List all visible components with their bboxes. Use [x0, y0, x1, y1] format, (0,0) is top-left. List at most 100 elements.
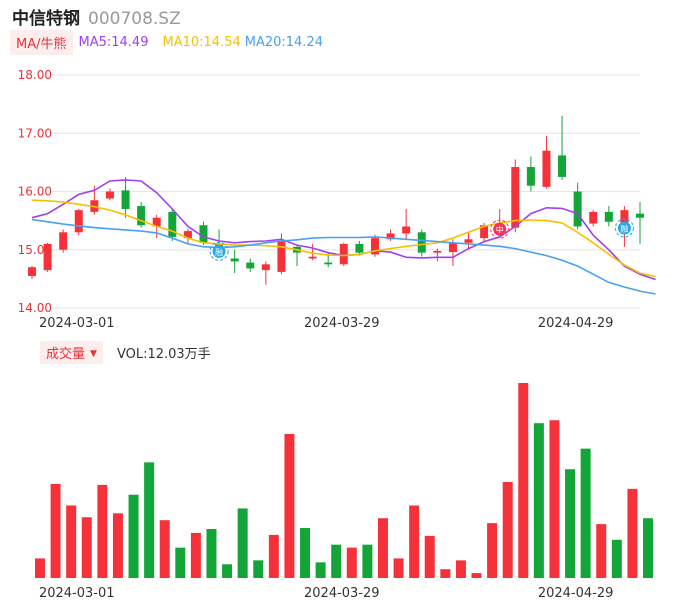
y-tick-label: 18.00: [18, 68, 52, 82]
volume-bar: [35, 558, 45, 578]
x-tick-label: 2024-03-01: [39, 316, 115, 331]
volume-bar: [144, 462, 155, 578]
candle-body: [526, 167, 535, 186]
volume-bar: [409, 505, 420, 578]
candle-body: [402, 226, 411, 234]
volume-bar: [611, 539, 622, 578]
candle-body: [573, 191, 582, 227]
volume-bar: [50, 483, 61, 578]
ma10-line: [31, 199, 656, 278]
candle-body: [386, 233, 395, 240]
volume-value: VOL:12.03万手: [116, 347, 211, 362]
badge-label: 融: [620, 224, 628, 234]
volume-bar: [502, 481, 513, 578]
volume-bar: [128, 494, 139, 578]
volume-bar: [222, 564, 233, 578]
stock-name: 中信特钢: [12, 9, 80, 29]
candle-body: [370, 238, 379, 255]
volume-bar: [331, 544, 342, 578]
candle-body: [417, 232, 426, 253]
volume-bar: [377, 518, 388, 578]
badge-dot: [212, 244, 226, 258]
candle-body: [152, 217, 161, 227]
candle-body: [324, 262, 333, 265]
candle-body: [246, 262, 255, 269]
x-tick-label: 2024-03-01: [39, 586, 115, 601]
volume-bar: [190, 532, 201, 578]
candle-body: [620, 210, 629, 227]
badge-ring: [209, 241, 229, 261]
candle-body: [261, 264, 270, 271]
ma-indicator-tab[interactable]: MA/牛熊: [10, 30, 73, 55]
volume-bar: [159, 520, 170, 578]
volume-bar: [596, 524, 607, 578]
volume-bar: [518, 383, 529, 578]
candle-body: [558, 155, 567, 177]
stock-code: 000708.SZ: [88, 9, 181, 29]
margin-badge-icon[interactable]: 融: [209, 241, 229, 261]
candle-body: [28, 267, 36, 276]
volume-bar: [268, 534, 279, 578]
volume-legend: 成交量 ▼ VOL:12.03万手: [40, 341, 211, 364]
volume-bar: [424, 535, 435, 578]
volume-bar: [81, 517, 92, 578]
volume-bar: [549, 420, 560, 578]
badge-label: 中: [496, 225, 504, 235]
volume-bar: [565, 469, 576, 578]
ma10-value: MA10:14.54: [162, 35, 241, 50]
candle-body: [636, 213, 644, 218]
candle-body: [137, 206, 146, 226]
y-tick-label: 16.00: [18, 185, 52, 199]
candle-body: [589, 211, 598, 224]
y-tick-label: 15.00: [18, 243, 52, 257]
volume-bar: [440, 569, 451, 578]
candle-body: [105, 191, 114, 199]
badge-label: 融: [215, 247, 223, 257]
volume-bar: [643, 518, 653, 578]
candle-body: [604, 211, 613, 222]
x-tick-label: 2024-04-29: [538, 316, 614, 331]
volume-bar: [455, 560, 466, 578]
volume-bar: [175, 547, 186, 578]
candle-body: [121, 190, 130, 209]
candle-body: [199, 225, 208, 243]
volume-indicator-tab[interactable]: 成交量 ▼: [40, 341, 103, 364]
candle-body: [43, 243, 52, 271]
x-tick-label: 2024-04-29: [538, 586, 614, 601]
volume-bar: [300, 528, 311, 578]
candle-body: [168, 211, 177, 237]
candle-body: [480, 225, 489, 239]
candle-body: [277, 241, 286, 272]
volume-bar: [206, 529, 217, 578]
ma20-line: [31, 218, 656, 295]
volume-bar: [112, 513, 123, 578]
volume-bar: [237, 508, 248, 578]
margin-badge-icon[interactable]: 中: [490, 219, 510, 239]
badge-dot: [617, 221, 631, 235]
volume-bar: [284, 433, 295, 578]
ma20-value: MA20:14.24: [244, 35, 323, 50]
x-tick-label: 2024-03-29: [304, 316, 380, 331]
ma5-value: MA5:14.49: [78, 35, 149, 50]
volume-bar: [627, 488, 638, 578]
candle-body: [339, 243, 348, 265]
volume-bar: [315, 562, 326, 578]
candle-body: [59, 232, 68, 250]
candle-body: [511, 167, 520, 228]
candle-body: [183, 231, 192, 239]
margin-badge-icon[interactable]: 融: [614, 218, 634, 238]
volume-bar: [393, 558, 404, 578]
volume-tab-label: 成交量: [46, 347, 86, 362]
candle-body: [308, 256, 317, 259]
candle-body: [542, 150, 551, 187]
caret-down-icon: ▼: [90, 349, 97, 359]
y-tick-label: 17.00: [18, 126, 52, 140]
volume-bar: [487, 523, 498, 578]
badge-ring: [614, 218, 634, 238]
ma-legend: MA/牛熊 MA5:14.49 MA10:14.54 MA20:14.24: [10, 30, 323, 55]
volume-bar: [580, 448, 591, 578]
volume-bar: [253, 560, 264, 578]
volume-bar: [97, 484, 108, 578]
volume-bar: [362, 544, 373, 578]
